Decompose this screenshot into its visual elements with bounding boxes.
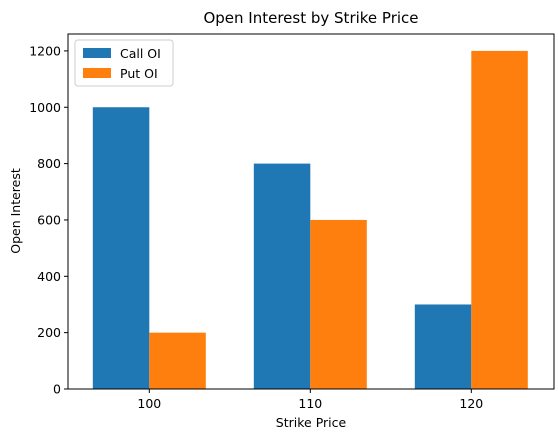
x-axis: 100 110 120 bbox=[137, 389, 483, 411]
legend-label-call-oi: Call OI bbox=[120, 46, 161, 61]
y-tick-label-1000: 1000 bbox=[29, 100, 61, 115]
bar-put-oi-120 bbox=[471, 50, 528, 390]
bar-put-oi-110 bbox=[310, 219, 367, 389]
y-axis: 0 200 400 600 800 1000 1200 bbox=[29, 43, 68, 397]
bar-call-oi-100 bbox=[92, 107, 150, 389]
y-tick-label-200: 200 bbox=[37, 325, 61, 340]
x-tick-label-110: 110 bbox=[298, 396, 322, 411]
x-tick-label-120: 120 bbox=[459, 396, 483, 411]
bar-put-oi-100 bbox=[149, 332, 206, 389]
bar-call-oi-120 bbox=[414, 304, 472, 389]
bar-call-oi-110 bbox=[253, 163, 311, 389]
plot-frame bbox=[67, 33, 555, 390]
y-tick-label-400: 400 bbox=[37, 269, 61, 284]
bars-group bbox=[92, 50, 528, 390]
y-tick-label-1200: 1200 bbox=[29, 43, 61, 58]
x-tick-label-100: 100 bbox=[137, 396, 161, 411]
x-axis-title: Strike Price bbox=[276, 415, 347, 430]
chart-title: Open Interest by Strike Price bbox=[203, 9, 418, 27]
legend-swatch-call-oi bbox=[83, 48, 111, 58]
y-tick-label-800: 800 bbox=[37, 156, 61, 171]
legend: Call OI Put OI bbox=[74, 39, 174, 87]
y-axis-title: Open Interest bbox=[8, 168, 23, 254]
y-tick-label-0: 0 bbox=[53, 382, 61, 397]
legend-label-put-oi: Put OI bbox=[120, 66, 158, 81]
y-tick-label-600: 600 bbox=[37, 212, 61, 227]
legend-swatch-put-oi bbox=[83, 68, 111, 78]
